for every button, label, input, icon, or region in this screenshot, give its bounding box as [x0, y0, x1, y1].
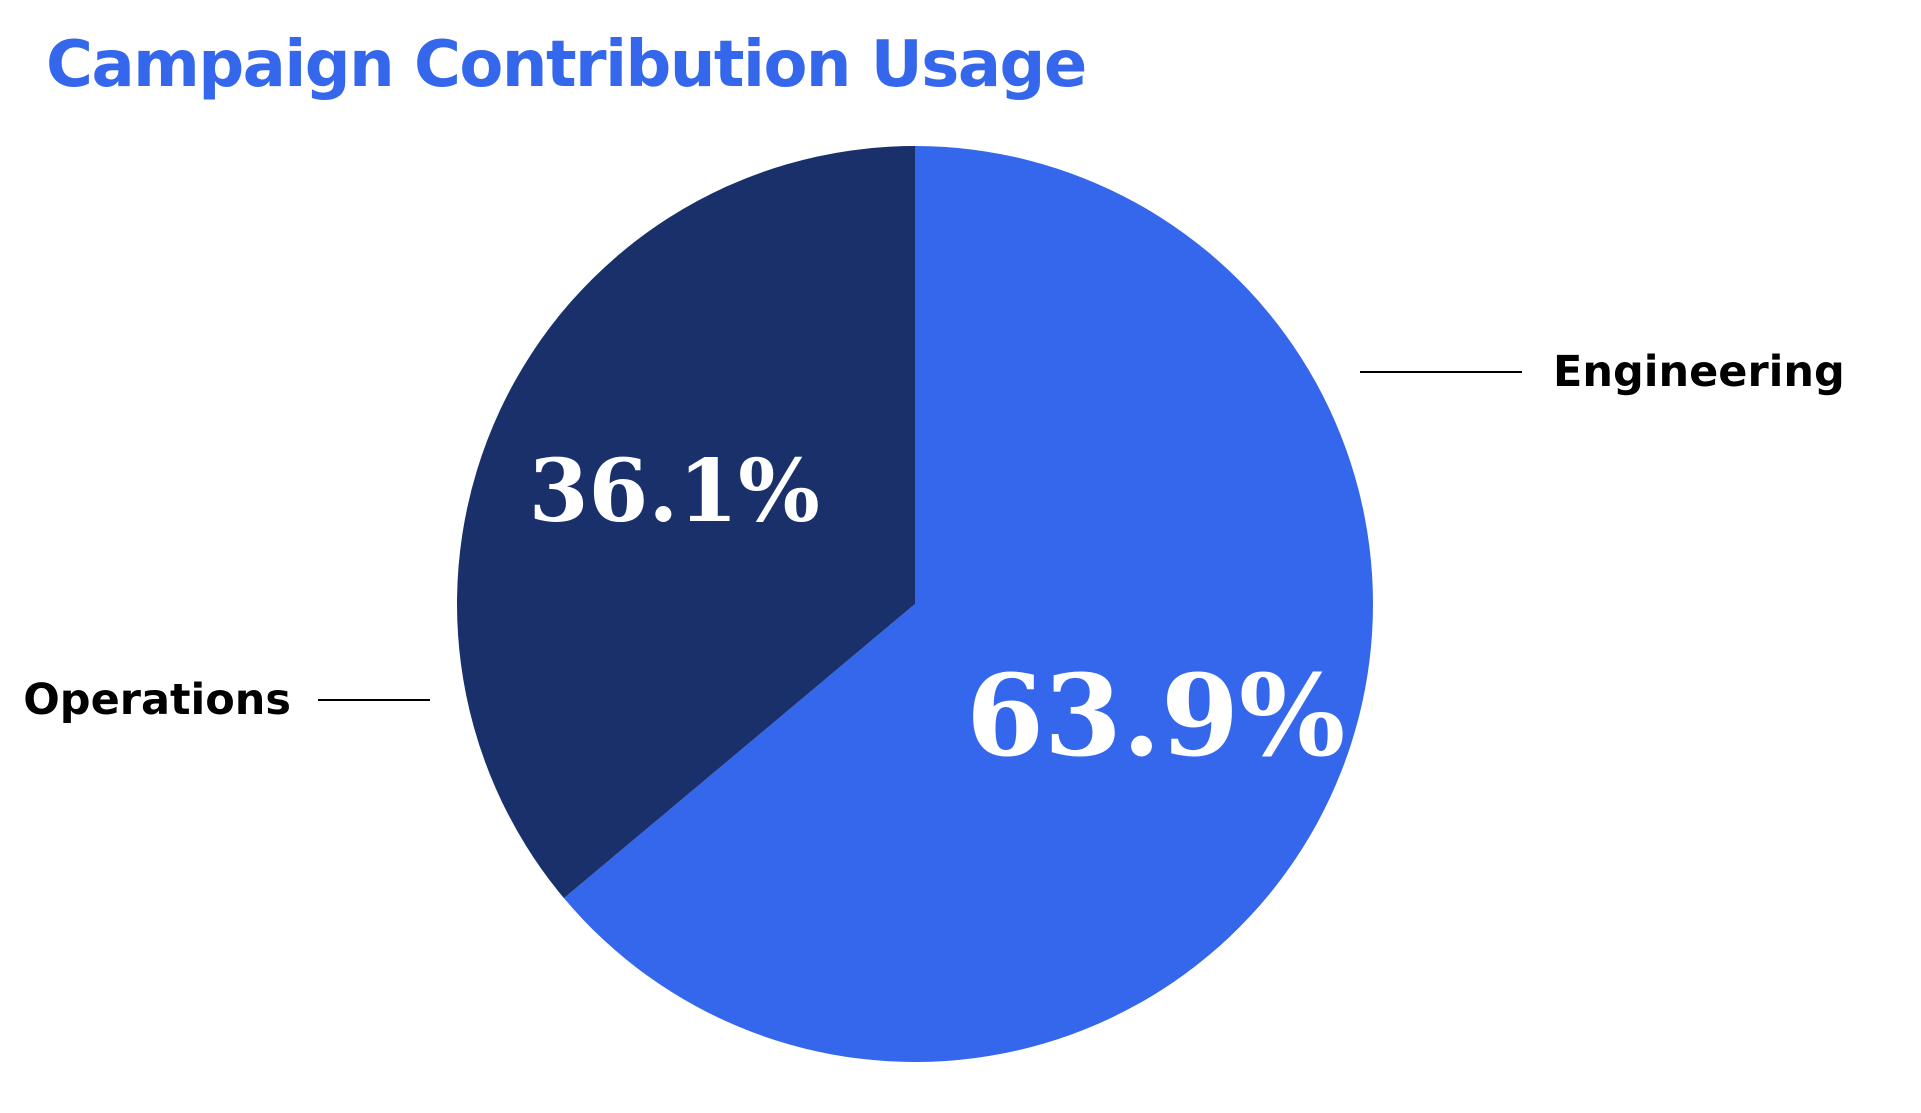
category-label-operations: Operations — [23, 675, 291, 725]
pie-slice-operations — [457, 146, 915, 899]
slice-value-label-operations: 36.1% — [529, 441, 820, 542]
chart-title: Campaign Contribution Usage — [46, 28, 1087, 102]
slice-value-label-engineering: 63.9% — [966, 651, 1345, 782]
pie-slice-engineering — [563, 146, 1373, 1063]
category-label-engineering: Engineering — [1553, 347, 1845, 397]
